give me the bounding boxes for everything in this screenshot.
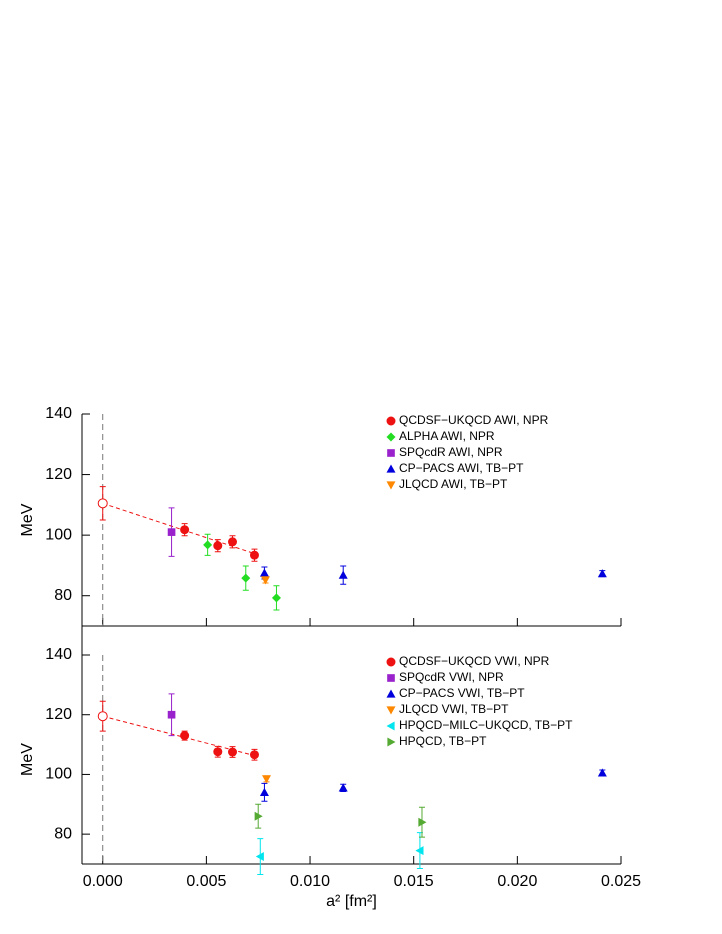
legend-marker: [387, 674, 395, 682]
legend-marker: [386, 706, 396, 715]
y-axis-label: MeV: [19, 743, 36, 776]
legend-marker: [386, 416, 396, 426]
data-point: [228, 747, 238, 757]
legend-marker: [386, 464, 396, 473]
data-point: [271, 593, 281, 603]
legend-label: CP−PACS AWI, TB−PT: [399, 461, 524, 475]
legend-label: ALPHA AWI, NPR: [399, 429, 495, 443]
data-point: [597, 768, 607, 777]
y-tick-label: 80: [54, 587, 72, 604]
y-tick-label: 80: [54, 825, 72, 842]
data-point: [167, 528, 176, 536]
data-point: [338, 570, 348, 579]
data-point: [597, 569, 607, 578]
data-point: [228, 537, 238, 547]
legend-marker: [386, 432, 396, 442]
data-point: [249, 750, 259, 760]
y-tick-label: 120: [45, 706, 72, 723]
y-tick-label: 140: [45, 646, 72, 663]
legend-label: SPQcdR VWI, NPR: [399, 670, 504, 684]
x-axis-label: a² [fm²]: [326, 893, 377, 910]
y-axis-label: MeV: [19, 503, 36, 536]
x-tick-label: 0.020: [497, 873, 537, 890]
legend-label: QCDSF−UKQCD VWI, NPR: [399, 654, 550, 668]
data-point: [260, 576, 270, 585]
legend-label: JLQCD VWI, TB−PT: [399, 702, 509, 716]
data-point: [167, 710, 176, 719]
data-point: [338, 783, 348, 792]
x-tick-label: 0.015: [394, 873, 434, 890]
legend-label: HPQCD−MILC−UKQCD, TB−PT: [399, 718, 573, 732]
data-point: [180, 525, 190, 535]
x-tick-label: 0.025: [601, 873, 641, 890]
data-point: [254, 811, 263, 821]
legend-label: QCDSF−UKQCD AWI, NPR: [399, 413, 549, 427]
data-point: [203, 540, 213, 550]
data-point: [241, 573, 251, 583]
data-point: [213, 747, 223, 757]
data-point: [418, 817, 427, 827]
legend-marker: [386, 689, 396, 698]
data-point: [249, 550, 259, 560]
legend-label: JLQCD AWI, TB−PT: [399, 477, 508, 491]
y-tick-label: 100: [45, 766, 72, 783]
y-tick-label: 120: [45, 466, 72, 483]
legend-marker: [386, 481, 396, 490]
x-tick-label: 0.000: [83, 873, 123, 890]
extrapolated-point: [97, 711, 108, 722]
data-point: [259, 568, 269, 577]
data-point: [259, 787, 269, 796]
data-point: [262, 775, 272, 784]
legend-label: CP−PACS VWI, TB−PT: [399, 686, 525, 700]
legend-marker: [387, 449, 395, 457]
legend-marker: [387, 737, 396, 747]
data-point: [180, 731, 190, 741]
extrapolated-point: [97, 498, 108, 509]
data-point: [213, 541, 223, 551]
y-tick-label: 100: [45, 526, 72, 543]
x-tick-label: 0.010: [290, 873, 330, 890]
y-tick-label: 140: [45, 405, 72, 422]
x-tick-label: 0.005: [186, 873, 226, 890]
data-point: [415, 846, 424, 856]
legend-marker: [386, 721, 395, 731]
legend-label: SPQcdR AWI, NPR: [399, 445, 503, 459]
data-point: [255, 852, 264, 862]
legend-marker: [386, 657, 396, 667]
legend-label: HPQCD, TB−PT: [399, 734, 487, 748]
